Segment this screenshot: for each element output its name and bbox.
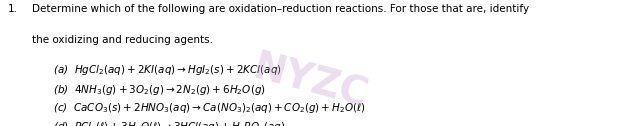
Text: Determine which of the following are oxidation–reduction reactions. For those th: Determine which of the following are oxi… [32, 4, 529, 14]
Text: the oxidizing and reducing agents.: the oxidizing and reducing agents. [32, 35, 213, 45]
Text: 1.: 1. [7, 4, 17, 14]
Text: (d)  $PCl_3(\ell) + 3H_2O(\ell) \rightarrow 3HCl(aq) + H_3PO_3(aq)$: (d) $PCl_3(\ell) + 3H_2O(\ell) \rightarr… [53, 120, 285, 126]
Text: (c)  $CaCO_3(s) + 2HNO_3(aq) \rightarrow Ca(NO_3)_2(aq) + CO_2(g) + H_2O(\ell)$: (c) $CaCO_3(s) + 2HNO_3(aq) \rightarrow … [53, 101, 366, 115]
Text: NYZC: NYZC [249, 48, 371, 115]
Text: (a)  $HgCl_2(aq) + 2KI(aq) \rightarrow HgI_2(s) + 2KCl(aq)$: (a) $HgCl_2(aq) + 2KI(aq) \rightarrow Hg… [53, 63, 281, 77]
Text: (b)  $4NH_3(g) + 3O_2(g) \rightarrow 2N_2(g) + 6H_2O(g)$: (b) $4NH_3(g) + 3O_2(g) \rightarrow 2N_2… [53, 83, 265, 97]
